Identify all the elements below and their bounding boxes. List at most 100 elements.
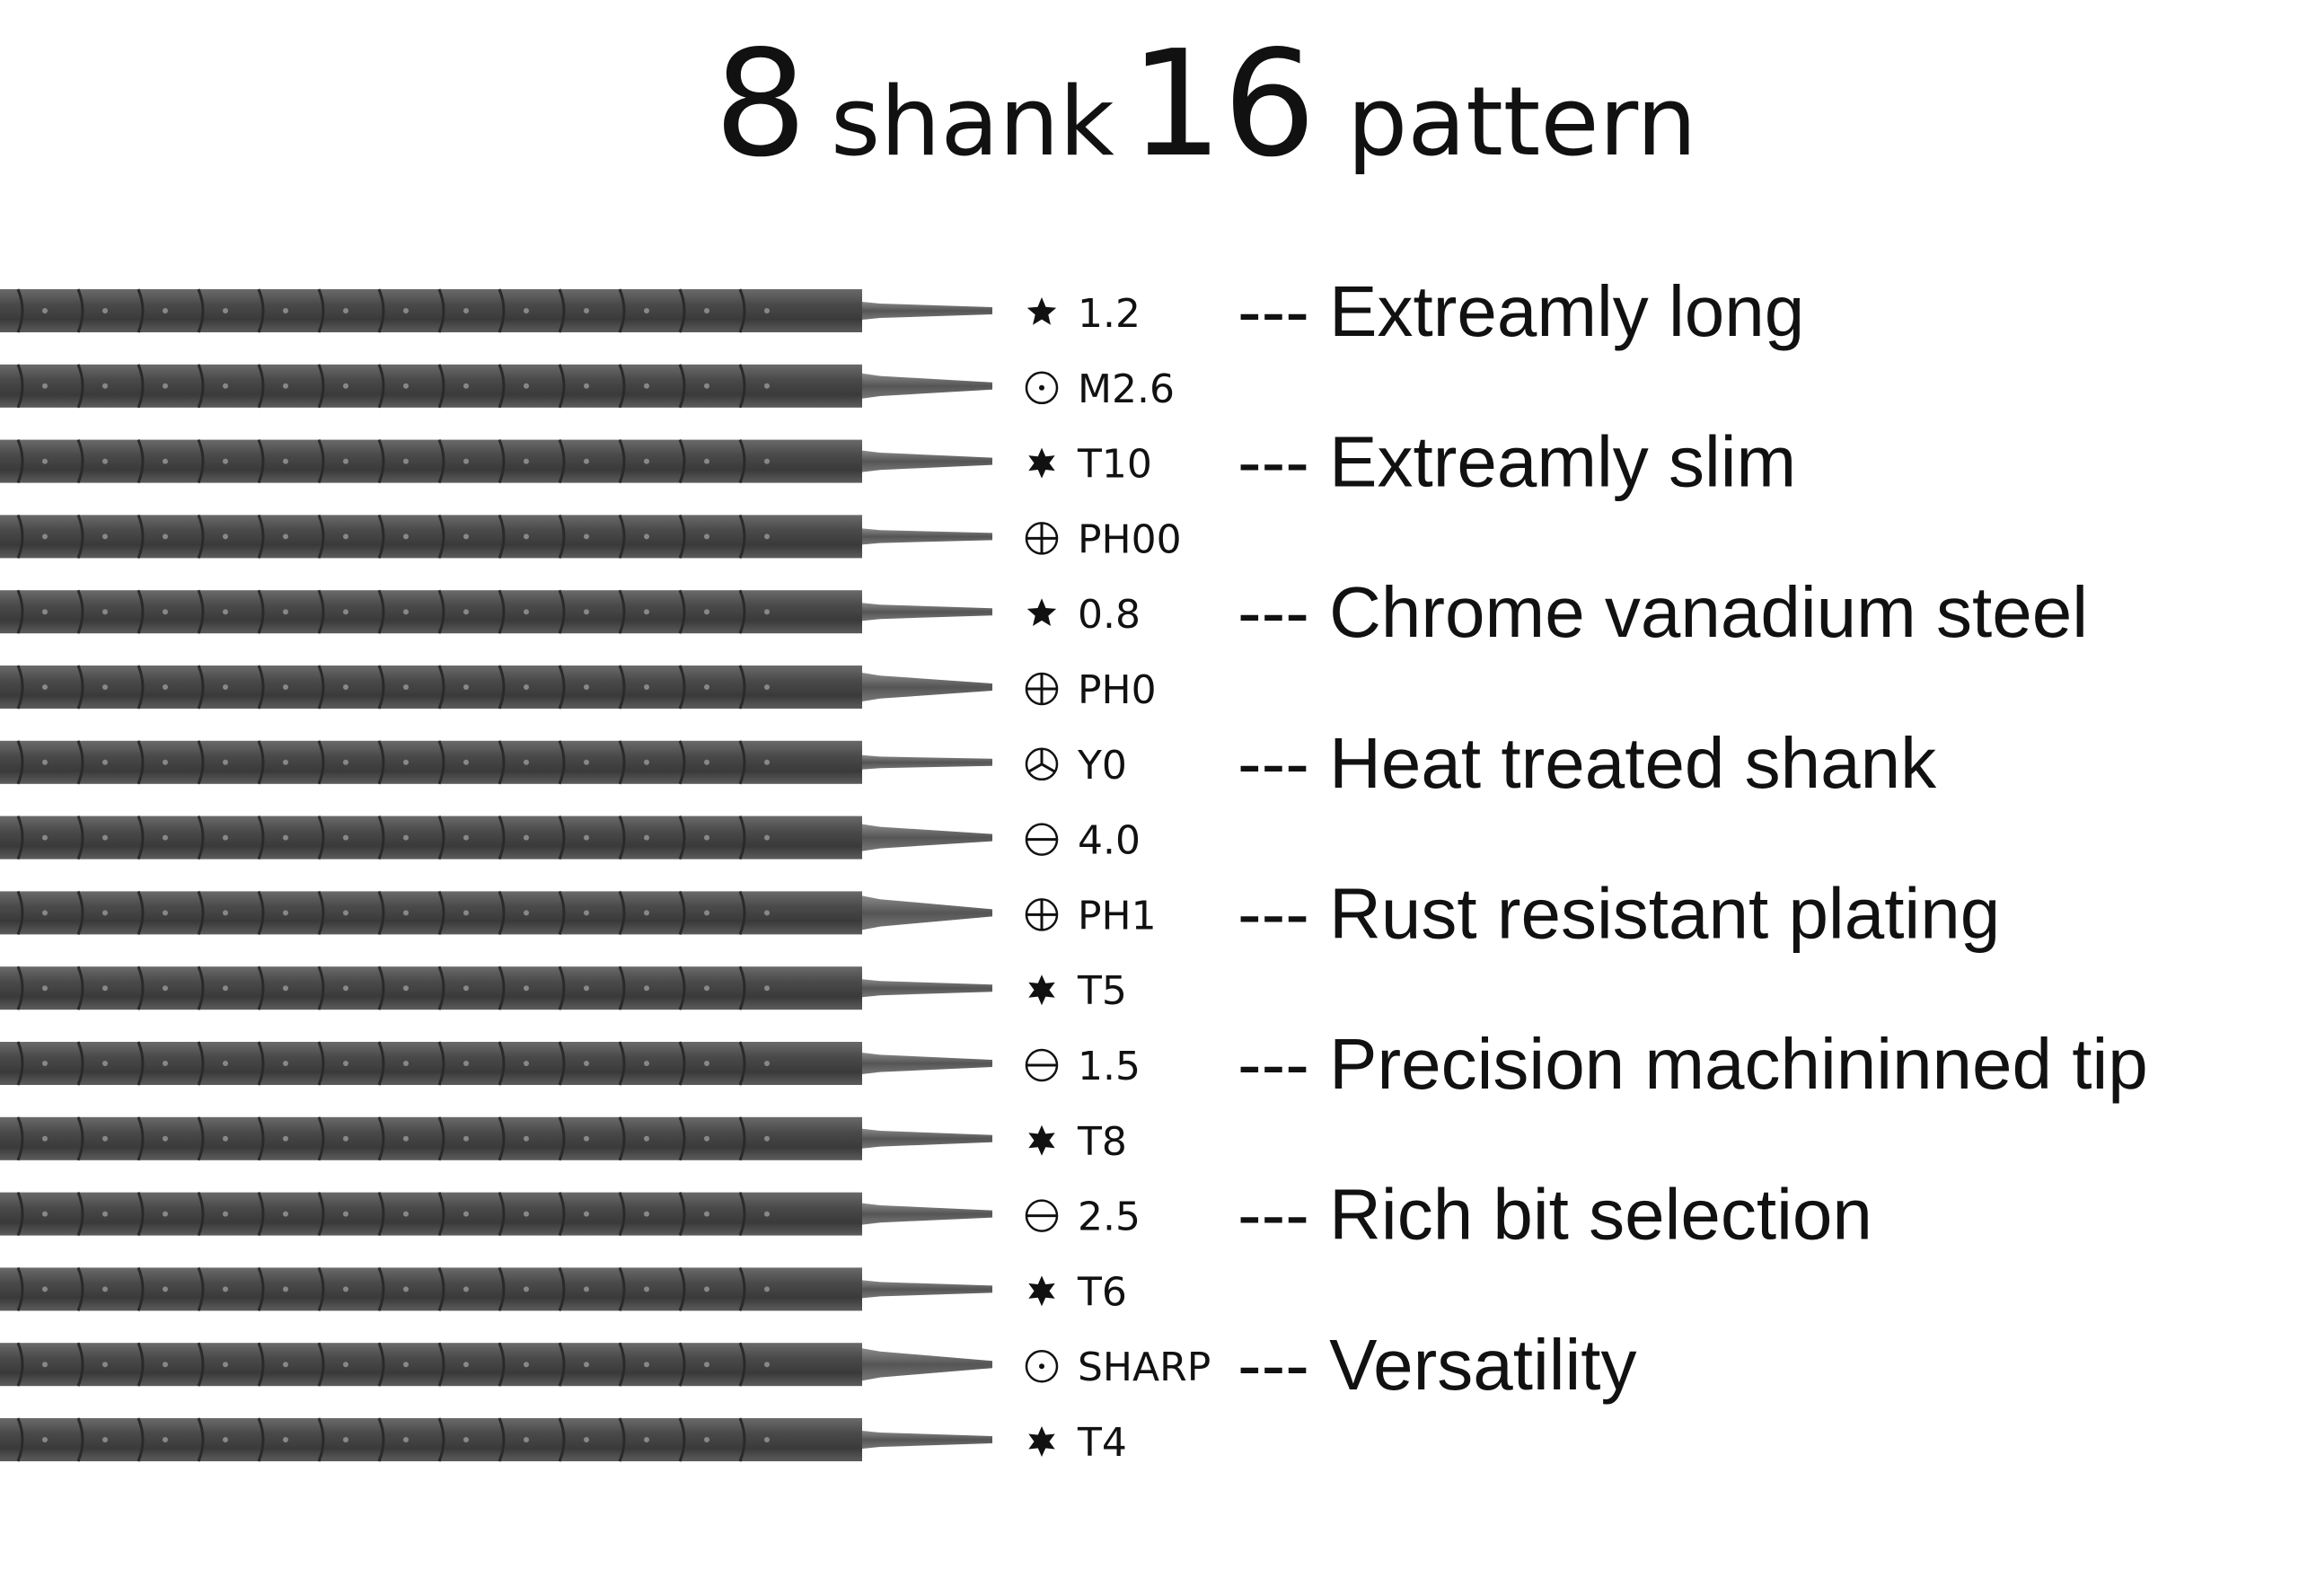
shank-notch [16, 740, 24, 785]
icon-torx [1028, 1426, 1055, 1457]
shank-dimple [704, 985, 709, 992]
bit-row: T10 [0, 439, 1152, 488]
shank-dimple [42, 1061, 48, 1066]
feature-text: --- Versatility [1238, 1325, 1637, 1405]
bit-shank [0, 1418, 862, 1461]
shank-notch [377, 439, 385, 484]
shank-dimple [704, 458, 709, 464]
shank-notch [137, 966, 145, 1010]
shank-dimple [283, 609, 288, 615]
feature-text: --- Extreamly slim [1238, 422, 1796, 502]
shank-dimple [704, 308, 709, 313]
bit-label: M2.6 [1078, 366, 1175, 412]
shank-notch [197, 1266, 205, 1311]
shank-notch [437, 1192, 445, 1237]
shank-notch [558, 364, 566, 409]
shank-notch [76, 1342, 84, 1387]
shank-notch [317, 740, 325, 785]
shank-dimple [584, 985, 589, 992]
shank-notch [16, 288, 24, 333]
shank-notch [377, 364, 385, 409]
shank-dimple [403, 1211, 409, 1217]
shank-dimple [42, 759, 48, 765]
shank-dimple [102, 1286, 108, 1292]
bit-label: T6 [1077, 1269, 1127, 1315]
shank-notch [498, 1342, 506, 1387]
shank-notch [16, 364, 24, 409]
shank-notch [738, 288, 746, 333]
shank-dimple [223, 1135, 228, 1142]
shank-notch [618, 1266, 626, 1311]
shank-dimple [42, 1211, 48, 1217]
shank-notch [317, 1041, 325, 1086]
shank-notch [76, 1041, 84, 1086]
bit-label: 2.5 [1078, 1195, 1141, 1240]
shank-notch [558, 1041, 566, 1086]
shank-dimple [283, 1362, 288, 1368]
title-number: 16 [1130, 20, 1316, 190]
feature-text: --- Heat treated shank [1238, 723, 1937, 803]
shank-dimple [644, 1135, 649, 1142]
shank-notch [76, 1266, 84, 1311]
shank-dimple [283, 684, 288, 690]
shank-notch [16, 589, 24, 634]
bit-tip [862, 528, 992, 545]
shank-dimple [463, 1211, 469, 1217]
shank-notch [137, 1417, 145, 1462]
bit-shank [0, 590, 862, 634]
shank-dimple [524, 985, 529, 992]
shank-notch [257, 1116, 265, 1161]
bit-row: SHARP [0, 1342, 1211, 1390]
shank-notch [437, 364, 445, 409]
bit-row: 2.5 [0, 1192, 1141, 1240]
shank-dimple [644, 759, 649, 765]
shank-dimple [102, 684, 108, 690]
shank-dimple [584, 308, 589, 313]
bit-label: 1.5 [1078, 1044, 1141, 1089]
shank-notch [738, 816, 746, 860]
shank-dimple [704, 759, 709, 765]
shank-notch [437, 966, 445, 1010]
shank-notch [558, 816, 566, 860]
shank-dimple [584, 1362, 589, 1368]
shank-notch [377, 1417, 385, 1462]
bit-shank [0, 891, 862, 935]
shank-notch [16, 1342, 24, 1387]
shank-dimple [223, 1362, 228, 1368]
shank-notch [678, 1342, 686, 1387]
shank-dimple [463, 308, 469, 313]
shank-notch [498, 288, 506, 333]
shank-notch [16, 665, 24, 710]
bit-shank [0, 1042, 862, 1085]
shank-dimple [764, 1135, 770, 1142]
shank-notch [76, 890, 84, 935]
bit-shank [0, 966, 862, 1010]
shank-dimple [283, 1135, 288, 1142]
shank-notch [738, 740, 746, 785]
shank-notch [738, 665, 746, 710]
bit-tip [862, 1053, 992, 1074]
bit-label: 1.2 [1078, 291, 1141, 337]
shank-dimple [584, 684, 589, 690]
icon-line [1041, 763, 1056, 773]
bit-label: 4.0 [1078, 818, 1141, 864]
shank-dimple [584, 1286, 589, 1292]
bit-row: Y0 [0, 740, 1127, 789]
bit-label: T4 [1077, 1420, 1127, 1466]
shank-dimple [524, 383, 529, 389]
shank-dimple [42, 609, 48, 615]
shank-dimple [343, 759, 348, 765]
shank-notch [317, 1116, 325, 1161]
icon-torx [1028, 1275, 1055, 1307]
shank-notch [137, 1342, 145, 1387]
shank-notch [738, 1041, 746, 1086]
shank-dimple [704, 609, 709, 615]
shank-notch [558, 589, 566, 634]
shank-dimple [42, 684, 48, 690]
bit-label: SHARP [1078, 1345, 1211, 1390]
shank-notch [317, 816, 325, 860]
shank-notch [257, 665, 265, 710]
shank-notch [257, 514, 265, 559]
bit-row: 1.5 [0, 1041, 1141, 1089]
